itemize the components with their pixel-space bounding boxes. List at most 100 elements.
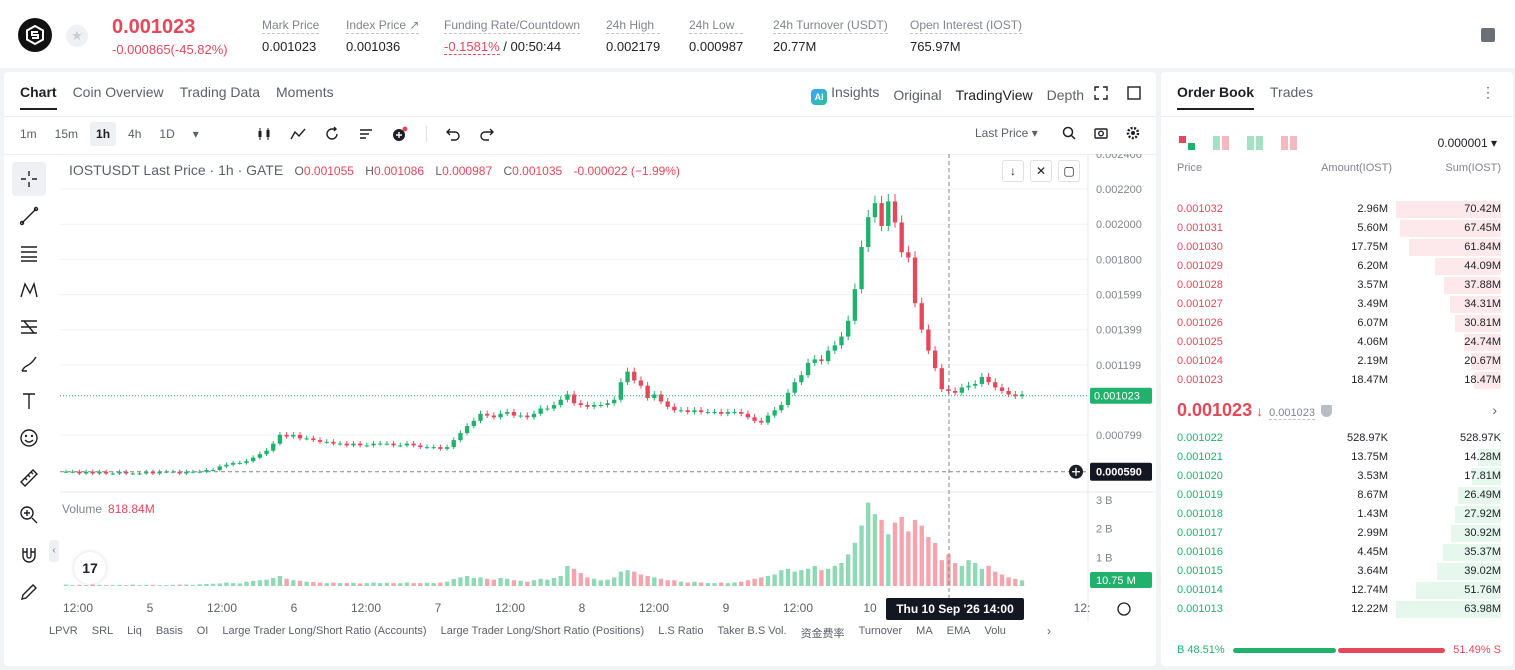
bid-row[interactable]: 0.001013 12.22M 63.98M [1161, 600, 1513, 619]
indicator-tab[interactable]: Liq [127, 625, 142, 637]
indicator-tab[interactable]: 资金费率 [800, 628, 845, 640]
add-alert-icon[interactable] [392, 126, 408, 142]
interval-1m[interactable]: 1m [20, 127, 37, 141]
interval-1h[interactable]: 1h [90, 122, 117, 146]
interval-4h[interactable]: 4h [128, 127, 142, 141]
window-icon[interactable] [1127, 86, 1141, 100]
expand-icon[interactable]: ▢ [1058, 160, 1080, 182]
candle-body [438, 447, 443, 449]
stat-index-price[interactable]: Index Price ↗ 0.001036 [346, 18, 420, 54]
indicators-icon[interactable] [290, 126, 306, 142]
crosshair-tool[interactable] [12, 162, 46, 196]
tab-depth[interactable]: Depth [1046, 86, 1084, 103]
fullscreen-icon[interactable] [1094, 86, 1108, 100]
tab-trading-data[interactable]: Trading Data [179, 84, 261, 100]
indicator-tab[interactable]: L.S Ratio [658, 625, 704, 637]
templates-icon[interactable] [358, 126, 374, 142]
bid-row[interactable]: 0.001019 8.67M 26.49M [1161, 486, 1513, 505]
scroll-down-icon[interactable]: ↓ [1002, 160, 1024, 182]
collapse-icon[interactable]: ✕ [1030, 160, 1052, 182]
ask-amount: 6.20M [1357, 260, 1388, 272]
tradingview-logo[interactable]: 17 [74, 552, 106, 584]
ask-row[interactable]: 0.001027 3.49M 34.31M [1161, 295, 1513, 314]
gear-icon[interactable] [1126, 126, 1140, 140]
interval-1d[interactable]: 1D [159, 127, 175, 141]
ask-price: 0.001026 [1177, 317, 1223, 329]
magnet-tool[interactable] [12, 538, 46, 572]
redo-icon[interactable] [479, 126, 495, 142]
candle-type-icon[interactable] [256, 126, 272, 142]
indicator-tab[interactable]: Large Trader Long/Short Ratio (Positions… [440, 625, 645, 637]
indicator-tab[interactable]: EMA [946, 625, 971, 637]
chevron-right-icon[interactable]: › [1492, 402, 1497, 418]
price-chart[interactable]: 0.002400 0.002200 0.002000 0.001800 0.001599… [60, 154, 1156, 622]
tab-trades[interactable]: Trades [1270, 84, 1314, 100]
favorite-star-icon[interactable]: ★ [66, 25, 88, 47]
mode-split-icon[interactable] [1213, 136, 1229, 150]
candle-body [718, 412, 724, 414]
ask-row[interactable]: 0.001028 3.57M 37.88M [1161, 276, 1513, 295]
indicator-tab[interactable]: Taker B.S Vol. [717, 625, 787, 637]
pattern-tool[interactable] [12, 273, 46, 307]
fib-tool[interactable] [12, 236, 46, 270]
ask-row[interactable]: 0.001023 18.47M 18.47M [1161, 371, 1513, 390]
ask-sum: 61.84M [1464, 241, 1501, 253]
ask-row[interactable]: 0.001024 2.19M 20.67M [1161, 352, 1513, 371]
bid-row[interactable]: 0.001017 2.99M 30.92M [1161, 524, 1513, 543]
replay-icon[interactable] [324, 126, 340, 142]
bid-row[interactable]: 0.001014 12.74M 51.76M [1161, 581, 1513, 600]
camera-icon[interactable] [1094, 126, 1108, 140]
volume-bar [839, 563, 844, 586]
bid-row[interactable]: 0.001015 3.64M 39.02M [1161, 562, 1513, 581]
collapse-toolbar-icon[interactable]: ‹ [49, 540, 59, 562]
chevron-right-icon[interactable]: › [1047, 624, 1051, 638]
text-tool[interactable] [12, 384, 46, 418]
tab-tradingview[interactable]: TradingView [955, 86, 1033, 103]
ask-row[interactable]: 0.001026 6.07M 30.81M [1161, 314, 1513, 333]
indicator-tab[interactable]: MA [916, 625, 933, 637]
more-icon[interactable]: ⋮ [1481, 84, 1495, 100]
interval-dropdown-icon[interactable]: ▾ [192, 127, 199, 141]
tab-moments[interactable]: Moments [276, 84, 334, 100]
bid-row[interactable]: 0.001020 3.53M 17.81M [1161, 467, 1513, 486]
ask-row[interactable]: 0.001032 2.96M 70.42M [1161, 200, 1513, 219]
indicator-tab[interactable]: OI [196, 625, 209, 637]
mode-bids-icon[interactable] [1247, 136, 1263, 150]
bid-row[interactable]: 0.001021 13.75M 14.28M [1161, 448, 1513, 467]
tab-chart[interactable]: Chart [20, 84, 57, 110]
undo-icon[interactable] [445, 126, 461, 142]
price-type-select[interactable]: Last Price ▾ [975, 126, 1038, 140]
bid-row[interactable]: 0.001016 4.45M 35.37M [1161, 543, 1513, 562]
ask-row[interactable]: 0.001030 17.75M 61.84M [1161, 238, 1513, 257]
brush-tool[interactable] [12, 347, 46, 381]
pencil-tool[interactable] [12, 575, 46, 609]
trend-line-tool[interactable] [12, 199, 46, 233]
indicator-tab[interactable]: LPVR [49, 625, 78, 637]
volume-bar [752, 578, 757, 586]
ask-row[interactable]: 0.001025 4.06M 24.74M [1161, 333, 1513, 352]
indicator-tab[interactable]: SRL [91, 625, 114, 637]
indicator-tab[interactable]: Large Trader Long/Short Ratio (Accounts) [222, 625, 427, 637]
tab-original[interactable]: Original [893, 86, 942, 103]
ask-row[interactable]: 0.001029 6.20M 44.09M [1161, 257, 1513, 276]
search-icon[interactable] [1062, 126, 1076, 140]
candle-body [819, 359, 824, 362]
insights-button[interactable]: AI Insights [811, 84, 879, 105]
book-icon[interactable] [1481, 28, 1495, 42]
mode-asks-icon[interactable] [1281, 136, 1297, 150]
indicator-tab[interactable]: Volu [984, 625, 1006, 637]
tab-order-book[interactable]: Order Book [1177, 84, 1255, 110]
interval-15m[interactable]: 15m [54, 127, 79, 141]
ask-row[interactable]: 0.001031 5.60M 67.45M [1161, 219, 1513, 238]
tab-coin-overview[interactable]: Coin Overview [72, 84, 164, 100]
mode-both-icon[interactable] [1179, 136, 1195, 150]
bid-row[interactable]: 0.001022 528.97K 528.97K [1161, 429, 1513, 448]
ruler-tool[interactable] [12, 461, 46, 495]
precision-select[interactable]: 0.000001 ▾ [1437, 136, 1497, 150]
projection-tool[interactable] [12, 310, 46, 344]
bid-row[interactable]: 0.001018 1.43M 27.92M [1161, 505, 1513, 524]
zoom-tool[interactable] [12, 498, 46, 532]
indicator-tab[interactable]: Basis [155, 625, 183, 637]
indicator-tab[interactable]: Turnover [858, 625, 903, 637]
emoji-tool[interactable] [12, 421, 46, 455]
